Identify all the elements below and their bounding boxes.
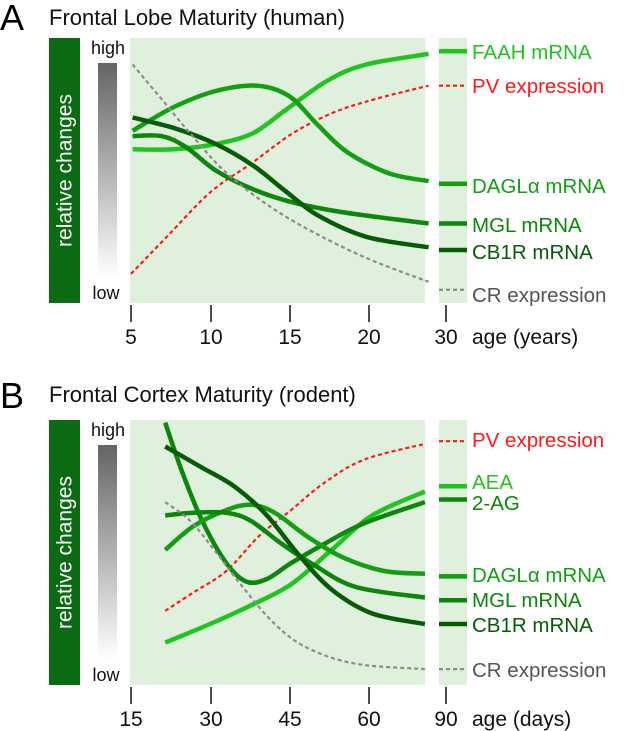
series-label: FAAH mRNA	[472, 41, 592, 64]
y-axis-label: relative changes	[54, 476, 77, 629]
y-axis-label: relative changes	[54, 94, 77, 247]
x-tick-label: 15	[278, 326, 301, 349]
x-tick-label: 60	[357, 708, 380, 731]
series-label: 2-AG	[472, 492, 520, 515]
panel-letter: B	[0, 375, 24, 416]
x-tick-label: 15	[119, 708, 142, 731]
x-tick-label: 90	[434, 708, 457, 731]
x-tick-label: 5	[125, 326, 137, 349]
series-line	[163, 502, 426, 576]
y-low-label: low	[92, 283, 120, 303]
plot-area-after-break	[439, 38, 467, 303]
level-gradient-bar	[98, 63, 117, 278]
series-line	[131, 83, 430, 184]
series-line	[131, 63, 429, 283]
x-tick-label: 45	[278, 708, 301, 731]
series-line	[132, 115, 429, 250]
series-line	[132, 133, 429, 226]
series-label: AEA	[472, 471, 513, 494]
y-high-label: high	[91, 38, 125, 58]
panel-letter: A	[0, 0, 24, 38]
series-label: PV expression	[472, 75, 604, 98]
series-label: DAGLα mRNA	[472, 564, 606, 587]
chart-title: Frontal Cortex Maturity (rodent)	[49, 382, 356, 407]
plot-area	[130, 420, 425, 685]
series-label: MGL mRNA	[472, 589, 582, 612]
series-label: DAGLα mRNA	[472, 175, 606, 198]
series-label: MGL mRNA	[472, 214, 582, 237]
x-tick-label: 10	[199, 326, 222, 349]
series-label: CB1R mRNA	[472, 241, 593, 264]
x-tick-label: 30	[199, 708, 222, 731]
series-label: PV expression	[472, 429, 604, 452]
series-line	[132, 51, 429, 152]
series-line	[163, 421, 426, 586]
y-high-label: high	[91, 420, 125, 440]
series-label: CB1R mRNA	[472, 614, 593, 637]
panel-a: A Frontal Lobe Maturity (human) relative c…	[0, 0, 606, 349]
y-low-label: low	[92, 665, 120, 685]
x-tick-label: 30	[434, 326, 457, 349]
ylabel-bar	[49, 420, 80, 685]
chart-title: Frontal Lobe Maturity (human)	[49, 5, 345, 30]
ylabel-bar	[49, 38, 80, 303]
panel-b: B Frontal Cortex Maturity (rodent) relativ…	[0, 375, 606, 731]
series-line	[164, 489, 426, 645]
series-label: CR expression	[472, 659, 606, 682]
series-line	[130, 84, 429, 275]
series-line	[164, 501, 425, 671]
series-line	[164, 509, 426, 600]
x-axis-label: age (years)	[472, 326, 578, 349]
plot-area-after-break	[439, 420, 467, 685]
x-tick-label: 20	[357, 326, 380, 349]
series-line	[164, 444, 426, 627]
level-gradient-bar	[98, 445, 117, 660]
series-label: CR expression	[472, 284, 606, 307]
x-axis-label: age (days)	[472, 708, 571, 731]
